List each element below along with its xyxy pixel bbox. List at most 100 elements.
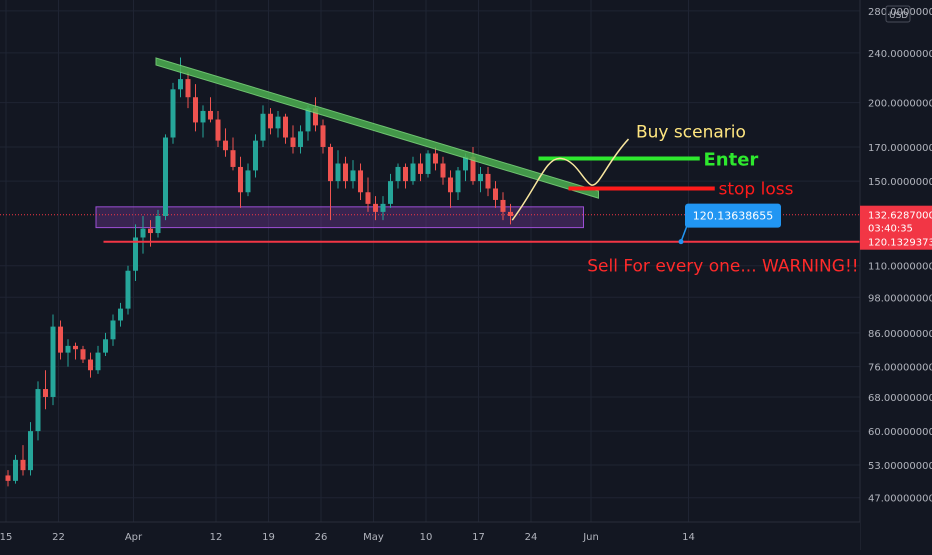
candle-body	[58, 326, 63, 353]
y-tick-label: 98.00000000	[868, 293, 932, 304]
enter-label: Enter	[704, 149, 759, 170]
candle-body	[230, 150, 236, 167]
y-tick-label: 60.00000000	[868, 427, 932, 438]
candle-body	[313, 108, 318, 126]
x-tick-label: 22	[52, 532, 65, 543]
y-tick-label: 200.00000000	[868, 99, 932, 110]
candle-body	[305, 108, 311, 132]
candle-body	[500, 199, 506, 212]
candle-body	[155, 215, 161, 234]
candle-body	[88, 359, 93, 371]
currency-box	[885, 5, 911, 23]
warning-label: Sell For every one... WARNING!!	[587, 257, 858, 277]
candle-body	[335, 163, 341, 182]
candle-body	[508, 211, 513, 216]
current-price-tag	[860, 205, 932, 236]
x-tick-label: 15	[0, 532, 12, 543]
y-tick-label: 280.00000000	[868, 7, 932, 18]
candle-body	[350, 170, 356, 182]
x-tick-label: Jun	[582, 532, 599, 543]
buy-scenario-label: Buy scenario	[636, 122, 746, 142]
x-tick-label: 17	[472, 532, 485, 543]
countdown-label: 03:40:35	[868, 224, 913, 235]
candle-body	[298, 131, 303, 147]
candle-body	[28, 431, 33, 471]
x-tick-label: 19	[262, 532, 275, 543]
x-tick-label: Apr	[125, 532, 143, 543]
currency-label: USD	[889, 11, 908, 21]
candle-body	[185, 79, 191, 98]
x-tick-label: 10	[420, 532, 433, 543]
support-zone-box	[95, 206, 584, 229]
candle-body	[358, 170, 363, 193]
candle-body	[395, 166, 401, 182]
price-axis-background	[860, 0, 932, 550]
candle-body	[170, 89, 176, 138]
candle-body	[200, 110, 206, 123]
candle-body	[80, 349, 86, 360]
x-tick-label: 14	[682, 532, 695, 543]
callout-anchor	[678, 239, 684, 245]
candle-body	[13, 459, 18, 481]
candle-body	[275, 116, 281, 129]
candle-body	[73, 345, 78, 350]
candle-body	[425, 153, 431, 174]
candle-body	[328, 146, 333, 182]
x-tick-label: 12	[210, 532, 223, 543]
support-price-label: 120.13293735	[868, 238, 932, 249]
y-tick-label: 86.00000000	[868, 329, 932, 340]
time-axis-background	[0, 522, 860, 550]
candle-body	[388, 181, 393, 204]
candle-body	[118, 308, 123, 321]
candle-body	[5, 475, 11, 481]
candle-body	[43, 389, 48, 397]
candle-body	[65, 345, 71, 353]
candle-body	[440, 163, 446, 178]
candle-body	[110, 320, 116, 340]
candle-body	[485, 173, 491, 189]
candle-body	[403, 166, 408, 182]
x-tick-label: 24	[525, 532, 538, 543]
candle-body	[215, 119, 221, 141]
candle-body	[343, 163, 348, 182]
candle-body	[35, 389, 41, 432]
candle-body	[245, 170, 251, 193]
callout-label: 120.13638655	[693, 210, 773, 223]
support-price-tag	[860, 233, 932, 250]
candle-body	[140, 228, 146, 238]
candle-body	[103, 339, 108, 353]
candlestick-series	[5, 57, 513, 487]
candle-body	[148, 228, 153, 234]
candle-body	[463, 156, 468, 171]
time-axis[interactable]: 15 22 Apr 12 19 26 May 10 17 24 Jun 14	[0, 521, 860, 550]
candle-body	[133, 237, 138, 271]
y-tick-label: 76.00000000	[868, 363, 932, 374]
y-tick-label: 53.00000000	[868, 461, 932, 472]
candle-body	[365, 192, 371, 204]
candle-body	[470, 156, 476, 182]
candle-body	[253, 140, 258, 171]
y-tick-label: 47.00000000	[868, 494, 932, 505]
candle-body	[320, 125, 326, 147]
candle-body	[493, 188, 498, 200]
price-axis[interactable]: 47.00000000 53.00000000 60.00000000 68.0000…	[859, 0, 932, 550]
candle-body	[268, 113, 273, 129]
candle-body	[418, 163, 423, 174]
buy-scenario-path	[511, 138, 630, 221]
plot-background	[0, 0, 860, 522]
candle-body	[433, 153, 438, 164]
support-zone	[0, 206, 860, 229]
stop-loss-label: stop loss	[719, 179, 794, 199]
callout-pointer	[680, 225, 688, 242]
candle-body	[448, 177, 453, 193]
candle-body	[283, 116, 288, 138]
candle-body	[455, 170, 461, 193]
candle-body	[20, 459, 26, 471]
candle-body	[50, 326, 56, 397]
y-tick-label: 110.00000000	[868, 262, 932, 273]
candle-body	[380, 203, 386, 212]
